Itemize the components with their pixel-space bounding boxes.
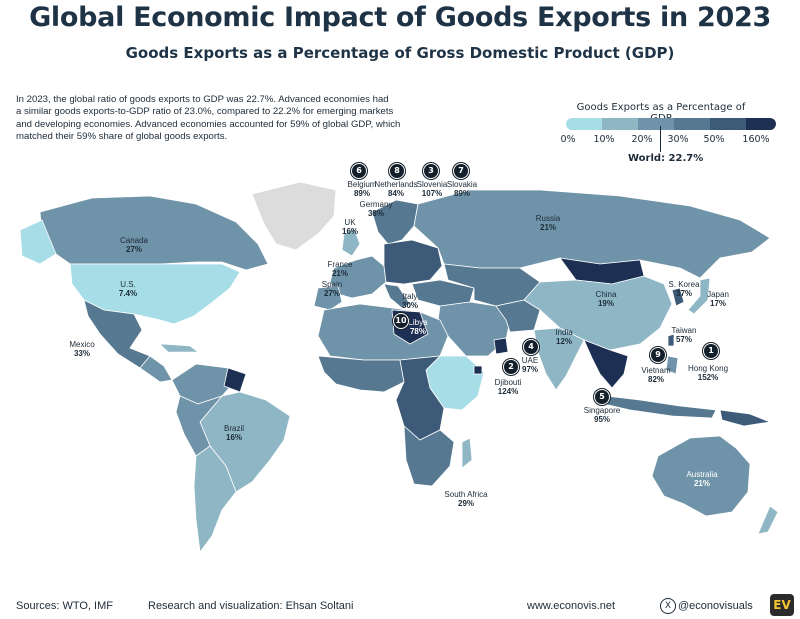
- label-taiwan: Taiwan 57%: [671, 326, 697, 344]
- region-taiwan: [667, 333, 675, 347]
- intro-line: In 2023, the global ratio of goods expor…: [16, 94, 389, 105]
- region-central-europe: [383, 239, 443, 285]
- rank-badge: 2: [503, 359, 519, 375]
- label-djibouti: Djibouti 124%: [494, 378, 522, 396]
- legend-swatch-5: [746, 118, 776, 130]
- label-germany: Germany 38%: [359, 200, 393, 218]
- x-social-icon[interactable]: X: [660, 598, 676, 614]
- region-west-africa: [317, 355, 405, 393]
- rank-badge: 1: [703, 343, 719, 359]
- label-southafrica: South Africa 29%: [444, 490, 488, 508]
- label-uae: UAE 97%: [521, 356, 539, 374]
- legend-tick: 10%: [593, 134, 615, 145]
- region-uk: [341, 227, 361, 257]
- region-djibouti: [473, 365, 483, 375]
- label-spain: Spain 27%: [321, 280, 343, 298]
- label-canada: Canada 27%: [119, 236, 149, 254]
- label-italy: Italy 30%: [401, 292, 419, 310]
- region-iberia: [313, 285, 343, 311]
- credit-text: Research and visualization: Ehsan Soltan…: [148, 600, 354, 612]
- region-southern-africa: [403, 425, 455, 487]
- ev-logo-icon: EV: [770, 594, 794, 616]
- region-uae: [493, 337, 509, 355]
- world-average-label: World: 22.7%: [628, 153, 704, 164]
- region-japan: [687, 277, 711, 315]
- legend-tick: 0%: [560, 134, 576, 145]
- label-france: France 21%: [327, 260, 353, 278]
- region-argentina-chile: [193, 445, 237, 554]
- label-china: China 19%: [595, 290, 617, 308]
- label-slovenia: Slovenia 107%: [416, 180, 448, 198]
- label-hongkong: Hong Kong 152%: [687, 364, 729, 382]
- legend-swatch-1: [602, 118, 638, 130]
- rank-badge: 5: [594, 389, 610, 405]
- rank-badge: 4: [523, 339, 539, 355]
- region-papua: [719, 409, 772, 427]
- social-handle-link[interactable]: @econovisuals: [678, 600, 753, 612]
- legend-tick: 50%: [703, 134, 725, 145]
- page-subtitle: Goods Exports as a Percentage of Gross D…: [125, 44, 675, 62]
- label-australia: Australia 21%: [686, 470, 718, 488]
- region-north-africa: [317, 303, 449, 361]
- legend-color-bar: [566, 118, 776, 130]
- intro-line: and developing economies. Advanced econo…: [16, 118, 401, 130]
- label-vietnam: Vietnam 82%: [641, 366, 671, 384]
- region-philippines: [665, 355, 679, 375]
- intro-line: a similar goods exports-to-GDP ratio of …: [16, 106, 394, 118]
- sources-text: Sources: WTO, IMF: [16, 600, 113, 612]
- legend-swatch-2: [638, 118, 674, 130]
- legend-tick: 30%: [667, 134, 689, 145]
- label-us: U.S. 7.4%: [118, 280, 138, 298]
- region-madagascar: [461, 437, 473, 469]
- color-legend: Goods Exports as a Percentage of GDP 0% …: [556, 102, 776, 172]
- website-link[interactable]: www.econovis.net: [527, 600, 616, 612]
- intro-line: matched their 59% share of global goods …: [16, 131, 228, 143]
- label-brazil: Brazil 16%: [223, 424, 245, 442]
- label-uk: UK 16%: [341, 218, 359, 236]
- label-netherlands: Netherlands 84%: [374, 180, 418, 198]
- region-greenland: [251, 181, 337, 251]
- page-title: Global Economic Impact of Goods Exports …: [29, 2, 771, 33]
- rank-badge: 6: [351, 163, 367, 179]
- region-china: [523, 275, 673, 351]
- label-india: India 12%: [555, 328, 573, 346]
- region-new-zealand: [757, 505, 779, 535]
- region-central-america: [139, 355, 173, 383]
- label-slovakia: Slovakia 89%: [446, 180, 478, 198]
- footer: Sources: WTO, IMF Research and visualiza…: [0, 592, 800, 619]
- legend-swatch-3: [674, 118, 710, 130]
- region-alaska: [19, 219, 57, 265]
- region-caribbean: [159, 343, 199, 353]
- label-libya: Libya 78%: [408, 318, 428, 336]
- legend-swatch-4: [710, 118, 746, 130]
- label-russia: Russia 21%: [535, 214, 561, 232]
- label-skorea: S. Korea 37%: [668, 280, 700, 298]
- region-italy: [383, 283, 411, 309]
- rank-badge: 7: [453, 163, 469, 179]
- label-singapore: Singapore 95%: [583, 406, 621, 424]
- region-canada: [39, 195, 269, 271]
- rank-badge: 9: [650, 347, 666, 363]
- legend-swatch-0: [566, 118, 602, 130]
- rank-badge: 10: [393, 313, 409, 329]
- label-mexico: Mexico 33%: [69, 340, 95, 358]
- rank-badge: 3: [423, 163, 439, 179]
- region-scandinavia: [371, 199, 419, 245]
- world-average-marker: [660, 126, 661, 152]
- region-indonesia: [603, 395, 717, 419]
- legend-tick: 20%: [631, 134, 653, 145]
- rank-badge: 8: [389, 163, 405, 179]
- region-india: [533, 327, 585, 391]
- label-japan: Japan 17%: [707, 290, 729, 308]
- region-korea: [671, 287, 685, 307]
- world-map: [19, 181, 779, 554]
- legend-tick: 160%: [742, 134, 770, 145]
- region-australia: [651, 435, 751, 517]
- intro-text: In 2023, the global ratio of goods expor…: [16, 94, 401, 144]
- region-southeast-asia: [583, 339, 629, 389]
- label-belgium: Belgium 89%: [347, 180, 377, 198]
